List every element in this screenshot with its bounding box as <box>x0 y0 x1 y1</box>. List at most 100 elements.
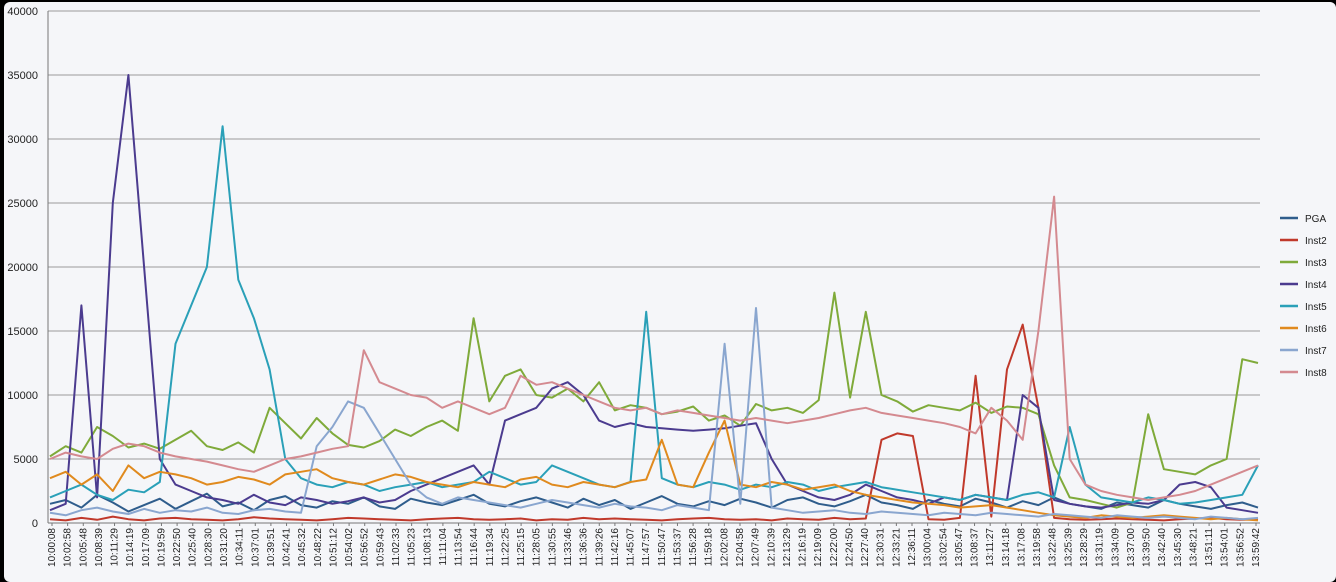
x-tick-label: 11:59:18 <box>704 528 715 567</box>
x-tick-label: 10:37:01 <box>250 528 261 567</box>
x-tick-label: 10:59:43 <box>375 528 386 567</box>
legend-item-inst8: Inst8 <box>1280 368 1327 379</box>
x-tick-label: 10:39:51 <box>266 528 277 567</box>
x-tick-label: 10:17:09 <box>141 528 152 567</box>
y-tick-label: 20000 <box>7 262 38 274</box>
x-tick-label: 13:17:08 <box>1016 528 1027 567</box>
legend-item-inst2: Inst2 <box>1280 236 1327 247</box>
x-tick-label: 13:08:37 <box>970 528 981 567</box>
x-tick-label: 12:10:39 <box>766 528 777 567</box>
y-tick-label: 10000 <box>7 390 38 402</box>
x-tick-label: 11:19:34 <box>485 528 496 567</box>
x-tick-label: 13:56:52 <box>1235 528 1246 567</box>
x-tick-label: 11:13:54 <box>454 528 465 567</box>
x-tick-label: 13:31:19 <box>1095 528 1106 567</box>
x-tick-label: 13:14:18 <box>1001 528 1012 567</box>
x-tick-label: 11:30:55 <box>547 528 558 567</box>
x-tick-label: 10:56:52 <box>360 528 371 567</box>
x-tick-label: 10:22:50 <box>172 528 183 567</box>
x-tick-label: 11:50:47 <box>657 528 668 567</box>
x-tick-label: 12:02:08 <box>719 528 730 567</box>
y-axis: 0 5000 10000 15000 20000 25000 30000 35000 40000 <box>7 6 49 530</box>
x-tick-label: 13:11:27 <box>985 528 996 567</box>
x-tick-label: 13:00:04 <box>923 528 934 567</box>
x-tick-label: 10:25:40 <box>188 528 199 567</box>
series-lines <box>49 74 1259 522</box>
x-tick-label: 10:05:48 <box>78 528 89 567</box>
x-tick-label: 13:42:40 <box>1157 528 1168 567</box>
x-tick-label: 10:34:11 <box>235 528 246 567</box>
legend-item-pga: PGA <box>1280 214 1326 225</box>
x-tick-label: 10:02:58 <box>63 528 74 567</box>
series-line-inst6 <box>49 419 1259 522</box>
x-tick-label: 10:08:39 <box>94 528 105 567</box>
legend-item-inst4: Inst4 <box>1280 280 1327 291</box>
x-tick-label: 11:11:04 <box>438 528 449 566</box>
y-tick-label: 0 <box>32 518 38 530</box>
series-line-inst2 <box>49 323 1259 522</box>
legend-label: Inst5 <box>1305 302 1327 313</box>
y-tick-label: 40000 <box>7 6 38 18</box>
x-tick-label: 10:31:20 <box>219 528 230 567</box>
x-tick-label: 12:13:29 <box>782 528 793 567</box>
x-tick-label: 11:16:44 <box>469 528 480 567</box>
x-tick-label: 11:28:05 <box>532 528 543 567</box>
x-tick-label: 12:27:40 <box>860 528 871 567</box>
x-tick-label: 11:36:36 <box>579 528 590 567</box>
x-tick-label: 11:22:25 <box>500 528 511 567</box>
x-tick-label: 12:19:09 <box>813 528 824 567</box>
x-tick-label: 13:22:48 <box>1048 528 1059 567</box>
x-tick-label: 11:56:28 <box>688 528 699 567</box>
legend-item-inst5: Inst5 <box>1280 302 1327 313</box>
x-tick-label: 13:02:54 <box>938 528 949 567</box>
series-line-inst8 <box>49 195 1259 501</box>
x-tick-label: 12:36:11 <box>907 528 918 567</box>
legend-label: PGA <box>1305 214 1326 225</box>
x-tick-label: 13:19:58 <box>1032 528 1043 567</box>
series-line-pga <box>49 492 1259 513</box>
x-tick-label: 11:02:33 <box>391 528 402 567</box>
x-tick-label: 13:54:01 <box>1220 528 1231 567</box>
legend: PGA Inst2 Inst3 Inst4 Inst5 Inst6 Inst7 Inst8 <box>1280 214 1327 379</box>
x-tick-label: 12:04:58 <box>735 528 746 567</box>
x-tick-label: 12:16:19 <box>798 528 809 567</box>
x-tick-label: 11:42:16 <box>610 528 621 567</box>
x-tick-label: 11:47:57 <box>641 528 652 567</box>
x-tick-label: 12:30:31 <box>876 528 887 567</box>
x-tick-label: 10:19:59 <box>156 528 167 567</box>
x-tick-label: 12:07:49 <box>751 528 762 567</box>
x-tick-label: 11:53:37 <box>672 528 683 567</box>
x-tick-label: 13:48:21 <box>1188 528 1199 567</box>
x-tick-label: 11:45:07 <box>626 528 637 567</box>
x-tick-label: 11:05:23 <box>407 528 418 567</box>
x-tick-label: 11:39:26 <box>594 528 605 567</box>
legend-item-inst7: Inst7 <box>1280 346 1327 357</box>
x-tick-label: 10:45:32 <box>297 528 308 567</box>
legend-label: Inst7 <box>1305 346 1327 357</box>
y-tick-label: 30000 <box>7 134 38 146</box>
x-tick-label: 10:54:02 <box>344 528 355 567</box>
x-tick-label: 11:33:46 <box>563 528 574 567</box>
legend-label: Inst8 <box>1305 368 1327 379</box>
series-line-inst4 <box>49 74 1259 514</box>
x-tick-label: 12:24:50 <box>844 528 855 567</box>
x-tick-label: 12:22:00 <box>829 528 840 567</box>
legend-label: Inst2 <box>1305 236 1327 247</box>
y-tick-label: 5000 <box>14 454 38 466</box>
x-tick-label: 11:25:15 <box>516 528 527 567</box>
legend-label: Inst4 <box>1305 280 1327 291</box>
legend-label: Inst6 <box>1305 324 1327 335</box>
legend-label: Inst3 <box>1305 258 1327 269</box>
x-tick-label: 13:37:00 <box>1126 528 1137 567</box>
x-tick-label: 13:28:29 <box>1079 528 1090 567</box>
y-tick-label: 25000 <box>7 198 38 210</box>
x-tick-label: 13:39:50 <box>1142 528 1153 567</box>
chart-panel <box>4 2 1336 582</box>
legend-item-inst6: Inst6 <box>1280 324 1327 335</box>
x-tick-label: 10:48:22 <box>313 528 324 567</box>
x-tick-label: 10:28:30 <box>203 528 214 567</box>
x-tick-label: 12:33:21 <box>891 528 902 567</box>
x-tick-label: 10:11:29 <box>110 528 121 567</box>
